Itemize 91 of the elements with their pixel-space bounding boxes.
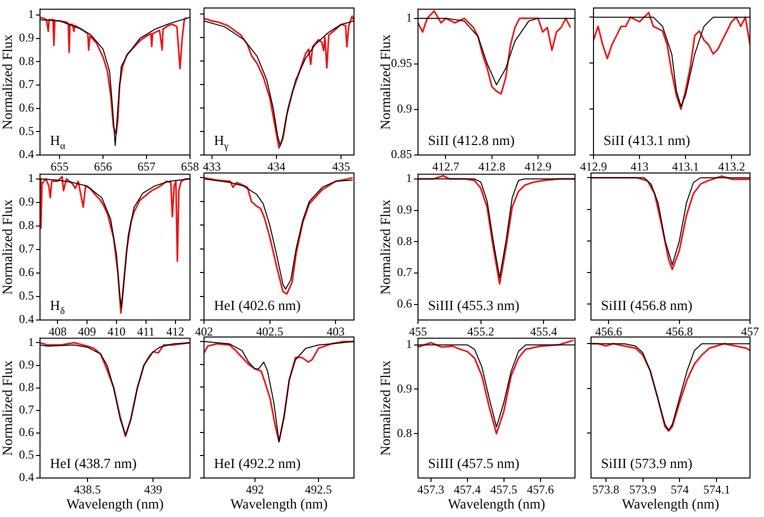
y-tick-label: 0.6	[19, 425, 34, 440]
x-tick-label: 412.9	[580, 159, 607, 174]
x-tick-label: 457.3	[417, 482, 444, 496]
y-tick-label: 0.9	[19, 194, 34, 209]
annotation: HeI (492.2 nm)	[214, 457, 302, 472]
x-axis-title: Wavelength (nm)	[66, 497, 164, 512]
y-tick-label: 0.8	[19, 218, 34, 232]
y-axis-title: Normalized Flux	[379, 360, 394, 456]
annotation: SiIII (456.8 nm)	[601, 299, 693, 314]
y-tick-label: 0.5	[19, 288, 34, 303]
x-tick-label: 412.9	[524, 159, 552, 174]
y-tick-label: 1	[28, 334, 34, 349]
y-tick-label: 0.4	[19, 147, 34, 162]
y-tick-label: 0.95	[391, 56, 412, 70]
x-tick-label: 457.6	[526, 482, 554, 496]
x-tick-label: 656	[94, 159, 112, 174]
y-tick-label: 0.9	[397, 102, 412, 116]
x-tick-label: 403	[326, 324, 345, 338]
y-tick-label: 0.9	[19, 357, 34, 372]
x-tick-label: 435	[332, 159, 350, 174]
x-tick-label: 412	[166, 324, 184, 338]
y-tick-label: 1	[406, 10, 412, 24]
x-tick-label: 439	[144, 482, 162, 496]
x-tick-label: 657	[138, 159, 156, 174]
y-tick-label: 1	[28, 7, 34, 22]
annotation: SiIII (457.5 nm)	[428, 457, 520, 472]
x-tick-label: 492	[246, 482, 264, 496]
y-tick-label: 0.7	[19, 402, 34, 417]
y-axis-title: Normalized Flux	[379, 199, 394, 295]
y-tick-label: 0.5	[19, 124, 34, 138]
x-tick-label: 413.1	[672, 159, 700, 174]
y-tick-label: 0.8	[19, 380, 34, 394]
y-tick-label: 0.8	[19, 54, 34, 68]
y-tick-label: 0.4	[19, 470, 34, 484]
x-tick-label: 658	[181, 159, 199, 174]
y-tick-label: 1	[406, 337, 412, 352]
x-axis-title: Wavelength (nm)	[622, 497, 720, 512]
x-axis-title: Wavelength (nm)	[230, 497, 328, 512]
y-tick-label: 0.8	[397, 234, 412, 248]
x-tick-label: 410	[107, 324, 126, 338]
x-tick-label: 412.8	[478, 159, 506, 174]
x-tick-label: 492.5	[304, 482, 332, 496]
y-axis-title: Normalized Flux	[1, 34, 16, 130]
x-tick-label: 455.4	[530, 324, 558, 338]
x-tick-label: 413	[630, 159, 649, 174]
annotation: HeI (438.7 nm)	[50, 457, 138, 472]
x-tick-label: 402	[195, 324, 213, 338]
annotation: HeI (402.6 nm)	[214, 299, 302, 314]
y-tick-label: 0.9	[19, 30, 34, 45]
x-tick-label: 434	[267, 159, 286, 174]
x-tick-label: 573.9	[629, 482, 656, 496]
y-tick-label: 1	[406, 171, 412, 186]
y-tick-label: 0.4	[19, 312, 34, 326]
x-tick-label: 573.8	[592, 482, 620, 496]
x-tick-label: 655	[50, 159, 69, 174]
y-axis-title: Normalized Flux	[1, 360, 16, 456]
annotation: SiIII (455.3 nm)	[428, 299, 520, 314]
y-tick-label: 0.7	[19, 77, 34, 92]
x-tick-label: 457.5	[490, 482, 518, 496]
annotation: SiII (412.8 nm)	[428, 134, 516, 149]
x-tick-label: 438.5	[74, 482, 101, 496]
x-tick-label: 574.1	[703, 482, 730, 496]
x-tick-label: 412.7	[432, 159, 460, 174]
x-axis-title: Wavelength (nm)	[448, 497, 546, 512]
y-tick-label: 0.7	[397, 265, 412, 280]
x-tick-label: 413.2	[718, 159, 746, 174]
y-tick-label: 0.6	[397, 296, 412, 310]
x-tick-label: 457	[741, 324, 759, 338]
y-axis-title: Normalized Flux	[1, 199, 16, 295]
x-tick-label: 456.8	[666, 324, 693, 338]
y-tick-label: 0.6	[19, 265, 34, 280]
y-tick-label: 0.8	[397, 426, 412, 440]
x-tick-label: 411	[137, 324, 155, 338]
x-tick-label: 402.5	[256, 324, 284, 338]
y-tick-label: 0.9	[397, 381, 412, 396]
x-tick-label: 457.4	[454, 482, 481, 496]
x-tick-label: 408	[48, 324, 67, 338]
y-tick-label: 0.85	[391, 147, 412, 162]
y-tick-label: 1	[28, 171, 34, 186]
annotation: SiIII (573.9 nm)	[601, 457, 693, 472]
x-tick-label: 456.6	[595, 324, 622, 338]
y-tick-label: 0.7	[19, 242, 34, 256]
x-tick-label: 455	[409, 324, 427, 338]
y-tick-label: 0.6	[19, 100, 34, 114]
x-tick-label: 455.2	[467, 324, 494, 338]
annotation: SiII (413.1 nm)	[604, 134, 691, 149]
y-tick-label: 0.9	[397, 202, 412, 216]
y-tick-label: 0.5	[19, 448, 34, 462]
x-tick-label: 409	[78, 324, 96, 338]
x-tick-label: 433	[202, 159, 221, 174]
x-tick-label: 574	[670, 482, 689, 496]
